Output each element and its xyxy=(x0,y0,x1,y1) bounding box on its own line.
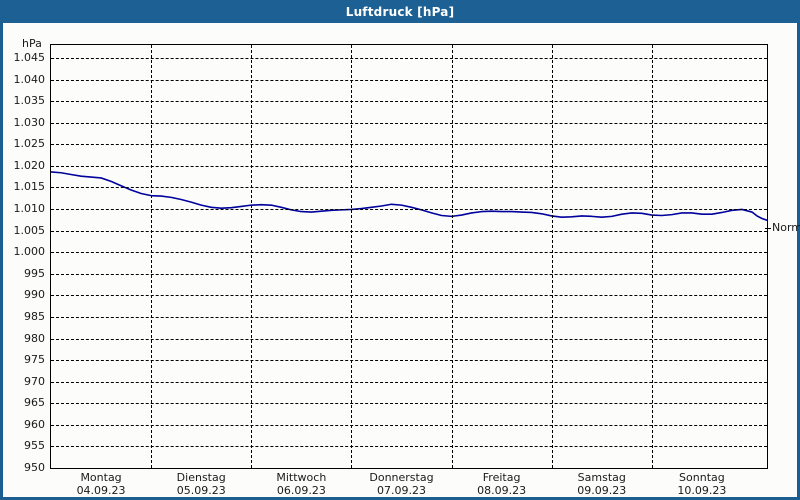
y-tick-label: 955 xyxy=(24,439,45,453)
gridline xyxy=(51,230,767,232)
gridline xyxy=(51,209,767,211)
y-tick-label: 970 xyxy=(24,374,45,388)
gridline xyxy=(51,57,767,59)
window-title-bar: Luftdruck [hPa] xyxy=(0,0,800,23)
gridline xyxy=(51,101,767,103)
gridline xyxy=(51,403,767,405)
x-tick-day: Samstag xyxy=(577,471,626,484)
chart-canvas: hPa 1.045 1.040 1.035 1.030 1.025 1.020 1.015 1… xyxy=(3,23,800,498)
y-tick-label: 1.030 xyxy=(13,115,46,129)
gridline-vertical xyxy=(551,45,553,468)
gridline xyxy=(51,316,767,318)
y-tick-label: 960 xyxy=(24,417,45,431)
y-tick-label: 1.005 xyxy=(13,223,46,237)
y-tick-label: 980 xyxy=(24,331,45,345)
y-tick-label: 1.000 xyxy=(13,245,46,259)
y-tick-label: 990 xyxy=(24,288,45,302)
gridline-vertical xyxy=(251,45,253,468)
gridline xyxy=(51,252,767,254)
x-tick-label: Freitag 08.09.23 xyxy=(442,471,562,498)
window-title: Luftdruck [hPa] xyxy=(345,4,455,19)
gridline-vertical xyxy=(651,45,653,468)
x-tick-label: Montag 04.09.23 xyxy=(41,471,161,498)
normal-level-label: Normal xyxy=(772,221,800,235)
x-tick-day: Donnerstag xyxy=(369,471,434,484)
x-tick-date: 09.09.23 xyxy=(577,484,627,497)
gridline xyxy=(51,446,767,448)
y-tick-label: 985 xyxy=(24,309,45,323)
gridline xyxy=(51,338,767,340)
x-tick-date: 05.09.23 xyxy=(176,484,226,497)
y-tick-label: 965 xyxy=(24,396,45,410)
gridline xyxy=(51,122,767,124)
y-tick-label: 1.035 xyxy=(13,94,46,108)
x-tick-label: Dienstag 05.09.23 xyxy=(141,471,261,498)
y-tick-label: 1.025 xyxy=(13,137,46,151)
pressure-line-series xyxy=(51,171,767,222)
normal-level-tick xyxy=(765,228,771,230)
gridline xyxy=(51,79,767,81)
x-tick-label: Samstag 09.09.23 xyxy=(542,471,662,498)
y-tick-label: 950 xyxy=(24,461,45,474)
x-tick-date: 06.09.23 xyxy=(276,484,326,497)
x-tick-day: Freitag xyxy=(482,471,521,484)
x-tick-day: Sonntag xyxy=(679,471,725,484)
y-tick-label: 1.015 xyxy=(13,180,46,194)
y-tick-label: 1.045 xyxy=(13,50,46,64)
y-axis-title: hPa xyxy=(22,37,42,50)
gridline xyxy=(51,144,767,146)
y-tick-label: 1.040 xyxy=(13,72,46,86)
gridline-vertical xyxy=(451,45,453,468)
x-tick-date: 08.09.23 xyxy=(477,484,527,497)
x-tick-label: Sonntag 10.09.23 xyxy=(642,471,762,498)
x-tick-date: 10.09.23 xyxy=(677,484,727,497)
gridline xyxy=(51,381,767,383)
gridline xyxy=(51,187,767,189)
x-tick-date: 07.09.23 xyxy=(376,484,426,497)
y-tick-label: 975 xyxy=(24,353,45,367)
y-tick-label: 1.020 xyxy=(13,158,46,172)
x-tick-label: Donnerstag 07.09.23 xyxy=(341,471,461,498)
gridline xyxy=(51,273,767,275)
x-tick-date: 04.09.23 xyxy=(76,484,126,497)
y-tick-label: 1.010 xyxy=(13,202,46,216)
plot-area xyxy=(50,44,768,469)
gridline xyxy=(51,424,767,426)
x-tick-label: Mittwoch 06.09.23 xyxy=(241,471,361,498)
gridline-vertical xyxy=(151,45,153,468)
gridline xyxy=(51,295,767,297)
x-tick-day: Montag xyxy=(80,471,122,484)
y-tick-label: 995 xyxy=(24,266,45,280)
x-tick-day: Dienstag xyxy=(176,471,226,484)
gridline-vertical xyxy=(351,45,353,468)
x-tick-day: Mittwoch xyxy=(276,471,327,484)
gridline xyxy=(51,165,767,167)
gridline xyxy=(51,360,767,362)
